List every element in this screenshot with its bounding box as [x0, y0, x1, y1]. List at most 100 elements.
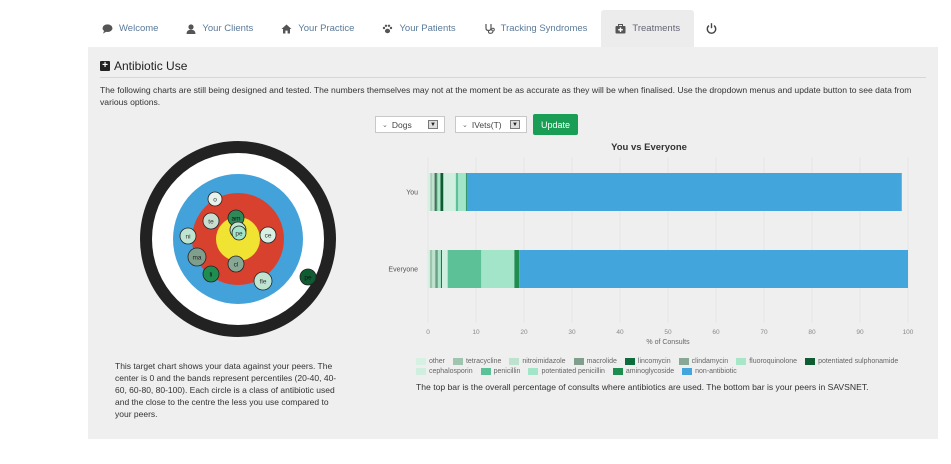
target-point-label: ma — [192, 254, 201, 261]
panel-title: Antibiotic Use — [114, 59, 188, 73]
legend-swatch — [416, 357, 426, 365]
bar-segment[interactable] — [440, 173, 444, 211]
y-category-label: Everyone — [388, 267, 418, 274]
legend-item[interactable]: aminoglycoside — [612, 366, 674, 376]
bar-segment[interactable] — [437, 173, 441, 211]
x-tick-label: 20 — [520, 329, 528, 336]
dropdown-arrow-icon[interactable]: ▼ — [510, 120, 520, 129]
bar-segment[interactable] — [455, 173, 459, 211]
bar-segment[interactable] — [440, 250, 442, 288]
target-point[interactable]: pe — [299, 268, 317, 286]
bar-segment[interactable] — [432, 250, 436, 288]
paw-icon — [382, 24, 393, 34]
bar-segment[interactable] — [438, 250, 441, 288]
nav-tab-welcome[interactable]: Welcome — [88, 10, 172, 47]
logout-button[interactable] — [694, 10, 735, 47]
target-point-label: li — [210, 271, 213, 278]
chevron-down-icon: ⌄ — [462, 121, 468, 129]
expand-icon[interactable]: + — [100, 61, 110, 71]
bar-segment[interactable] — [519, 250, 908, 288]
bar-segment[interactable] — [431, 173, 435, 211]
legend-item[interactable]: lincomycin — [624, 356, 671, 366]
target-point[interactable]: ni — [179, 227, 197, 245]
target-point[interactable]: li — [202, 265, 220, 283]
group-select[interactable]: ⌄ IVets(T) ▼ — [455, 116, 527, 133]
target-point[interactable]: fle — [253, 271, 273, 291]
target-point[interactable]: ma — [187, 247, 207, 267]
legend-label: potentiated sulphonamide — [818, 357, 899, 365]
bar-segment[interactable] — [435, 250, 437, 288]
bar-segment[interactable] — [434, 173, 436, 211]
legend-swatch — [805, 357, 816, 365]
bar-segment[interactable] — [443, 173, 456, 211]
legend-item[interactable]: cephalosporin — [416, 366, 473, 376]
legend-item[interactable]: penicillin — [480, 366, 520, 376]
target-chart: oteamnicefqpemaclliflepe — [140, 141, 336, 337]
bar-segment[interactable] — [429, 250, 433, 288]
legend-label: nitroimidazole — [522, 357, 566, 365]
legend-item[interactable]: potentiated penicillin — [528, 366, 605, 376]
comment-icon — [102, 23, 113, 34]
nav-tab-tracking-syndromes[interactable]: Tracking Syndromes — [470, 10, 602, 47]
user-icon — [186, 23, 196, 34]
bar-segment[interactable] — [430, 173, 432, 211]
target-point-label: ce — [265, 232, 272, 239]
chart-y-labels: You Everyone — [388, 190, 418, 274]
legend-swatch — [509, 357, 520, 365]
legend-item[interactable]: tetracycline — [452, 356, 501, 366]
chart-bars — [428, 173, 908, 288]
intro-text: The following charts are still being des… — [100, 85, 912, 107]
target-point[interactable]: te — [202, 212, 220, 230]
bar-segment[interactable] — [465, 173, 467, 211]
dropdown-arrow-icon[interactable]: ▼ — [428, 120, 438, 129]
nav-tab-label: Welcome — [119, 23, 159, 34]
nav-tab-your-clients[interactable]: Your Clients — [172, 10, 267, 47]
x-tick-label: 30 — [568, 329, 576, 336]
bar-segment[interactable] — [436, 173, 438, 211]
legend-label: fluoroquinolone — [749, 357, 798, 365]
legend-swatch — [736, 357, 747, 365]
bar-segment[interactable] — [428, 173, 431, 211]
legend-item[interactable]: other — [416, 356, 445, 366]
legend-item[interactable]: fluoroquinolone — [736, 356, 797, 366]
bar-segment[interactable] — [481, 250, 515, 288]
bar-chart: You vs Everyone You Everyone 0 10 20 30 40 50 6… — [388, 142, 913, 346]
update-button[interactable]: Update — [533, 114, 578, 135]
nav-tab-your-patients[interactable]: Your Patients — [368, 10, 469, 47]
bar-segment[interactable] — [435, 173, 437, 211]
chart-title: You vs Everyone — [611, 142, 687, 153]
nav-tab-treatments[interactable]: Treatments — [601, 10, 695, 47]
bar-segment[interactable] — [514, 250, 520, 288]
bar-segment[interactable] — [428, 250, 430, 288]
panel-header[interactable]: + Antibiotic Use — [100, 59, 187, 73]
target-point[interactable]: pe — [231, 225, 247, 241]
bar-segment[interactable] — [466, 173, 902, 211]
legend-item[interactable]: potentiated sulphonamide — [805, 356, 898, 366]
chart-legend: other tetracycline nitroimidazole macrolide… — [416, 356, 926, 376]
legend-swatch — [682, 367, 693, 375]
target-point-label: cl — [234, 261, 239, 268]
divider — [100, 77, 926, 78]
target-point-label: pe — [235, 230, 243, 237]
nav-tab-your-practice[interactable]: Your Practice — [267, 10, 368, 47]
legend-label: cephalosporin — [429, 367, 473, 375]
nav-tab-label: Your Patients — [399, 23, 456, 34]
legend-item[interactable]: non-antibiotic — [682, 366, 737, 376]
bar-segment[interactable] — [458, 173, 466, 211]
target-point-label: fle — [260, 278, 267, 285]
species-select[interactable]: ⌄ Dogs ▼ — [375, 116, 445, 133]
legend-item[interactable]: macrolide — [573, 356, 617, 366]
chevron-down-icon: ⌄ — [382, 121, 388, 129]
nav-tab-label: Treatments — [632, 23, 681, 34]
target-point[interactable]: o — [207, 191, 223, 207]
bar-segment[interactable] — [447, 250, 482, 288]
target-point[interactable]: cl — [227, 255, 245, 273]
target-point-label: pe — [304, 274, 312, 281]
legend-label: non-antibiotic — [695, 367, 737, 375]
legend-item[interactable]: clindamycin — [678, 356, 728, 366]
y-category-label: You — [406, 190, 418, 197]
legend-item[interactable]: nitroimidazole — [509, 356, 566, 366]
bar-segment[interactable] — [441, 250, 448, 288]
bar-segment[interactable] — [436, 250, 439, 288]
target-point[interactable]: ce — [259, 226, 277, 244]
